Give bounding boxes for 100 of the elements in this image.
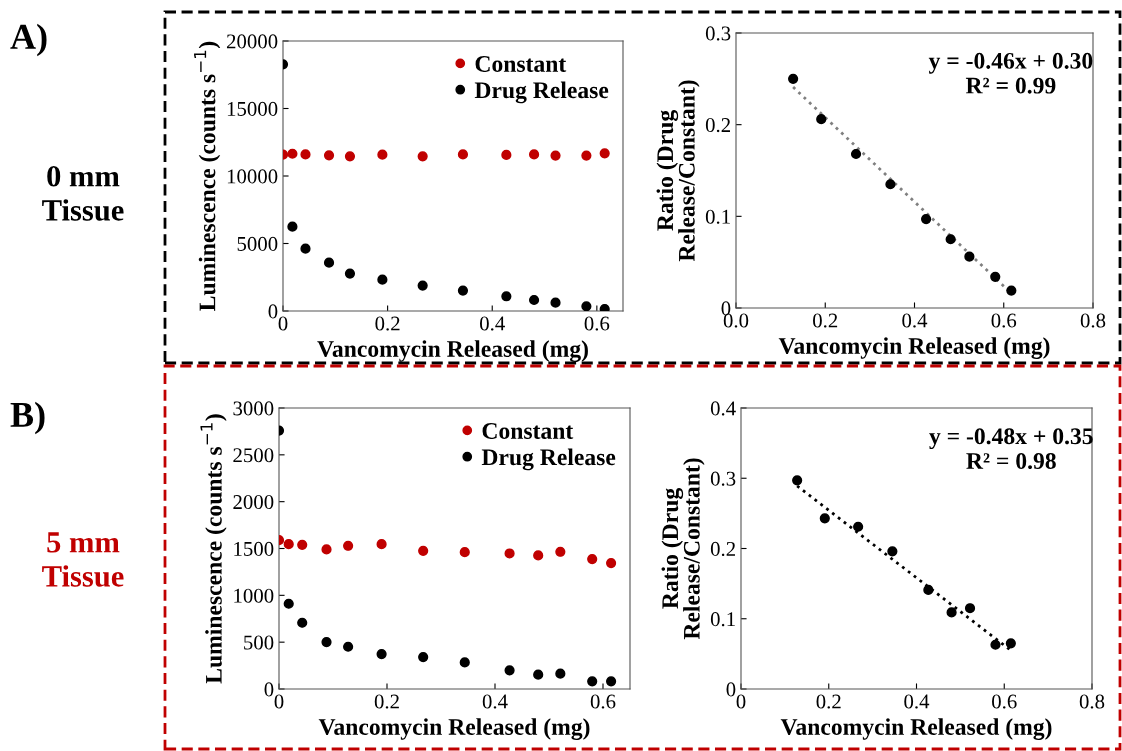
y-tick-label: 0.1 <box>705 209 730 224</box>
point <box>581 301 592 311</box>
x-tick-label: 0.2 <box>374 694 399 709</box>
point <box>587 553 598 565</box>
point <box>344 151 356 162</box>
point <box>504 548 515 559</box>
legend-label: Drug Release <box>474 81 609 104</box>
legend-label: Constant <box>482 423 574 439</box>
y-tick-label: 15000 <box>227 101 278 116</box>
point <box>323 150 335 161</box>
point <box>853 521 864 532</box>
x-tick-label: 0.4 <box>482 694 508 709</box>
point <box>377 274 388 285</box>
y-axis-title: Luminescence (counts s$^{−1}$) <box>194 41 221 311</box>
text: B) <box>10 401 45 435</box>
y-tick-label: 20000 <box>226 34 278 49</box>
point <box>606 676 617 687</box>
y-tick-label: 0.4 <box>710 401 736 416</box>
point <box>376 539 387 550</box>
point <box>283 598 294 609</box>
point <box>323 257 335 268</box>
y-tick-label: 10000 <box>227 169 278 184</box>
x-tick-label: 0 <box>278 316 288 331</box>
point <box>885 179 896 190</box>
point <box>504 665 515 676</box>
y-tick-label: 0 <box>264 682 274 697</box>
point <box>418 651 429 663</box>
y-tick-label: 0.2 <box>710 541 735 557</box>
point <box>287 221 298 232</box>
y-tick-label: 3000 <box>233 401 274 416</box>
text: 5 mm Tissue <box>42 532 124 587</box>
x-tick-label: 0.8 <box>1080 313 1106 328</box>
point <box>459 657 470 668</box>
legend-label: Drug Release <box>481 448 616 471</box>
point <box>555 668 566 679</box>
point <box>581 150 592 161</box>
point <box>321 544 332 555</box>
point <box>376 648 387 660</box>
y-tick-label: 1500 <box>234 541 274 556</box>
point <box>788 73 799 84</box>
point <box>377 149 388 160</box>
y-tick-label: 0.3 <box>705 26 731 41</box>
x-tick-label: 0.6 <box>992 694 1017 709</box>
y-tick-label: 0.2 <box>705 118 730 133</box>
point <box>946 607 957 618</box>
point <box>887 546 898 557</box>
y-axis-title: Luminescence (counts s$^{−1}$) <box>200 414 227 684</box>
point <box>297 539 308 550</box>
x-tick-label: 0.2 <box>813 313 838 328</box>
y-axis-title: Ratio (Drug Release/Constant) <box>661 458 705 640</box>
y-tick-label: 500 <box>244 635 274 650</box>
x-tick-label: 0.6 <box>991 313 1017 328</box>
x-tick-label: 0.4 <box>904 694 930 709</box>
point <box>418 545 429 556</box>
point <box>923 584 934 596</box>
point <box>283 539 294 550</box>
point <box>599 148 610 159</box>
y-tick-label: 5000 <box>237 236 278 251</box>
point <box>343 641 354 652</box>
point <box>533 550 544 561</box>
legend-label: Constant <box>475 56 567 72</box>
y-axis-title: Ratio (Drug Release/Constant) <box>656 80 700 262</box>
text: 0 mm Tissue <box>42 165 124 221</box>
y-tick-label: 0.3 <box>710 471 736 486</box>
y-tick-label: 0 <box>726 682 736 697</box>
x-tick-label: 0.4 <box>480 316 505 331</box>
point <box>606 558 617 569</box>
x-tick-label: 0 <box>736 694 746 709</box>
point <box>819 513 830 524</box>
y-tick-label: 2000 <box>233 495 274 510</box>
point <box>792 475 803 486</box>
x-axis-title: Vancomycin Released (mg) <box>318 718 590 740</box>
point <box>533 669 544 680</box>
point <box>599 303 610 311</box>
point <box>945 234 956 245</box>
point <box>921 213 932 225</box>
point <box>501 149 512 161</box>
text: A) <box>10 23 47 57</box>
point <box>550 297 561 308</box>
point <box>297 617 308 628</box>
point <box>990 271 1001 282</box>
point <box>816 114 827 125</box>
point <box>417 151 428 162</box>
x-tick-label: 0.2 <box>375 316 400 331</box>
point <box>1006 285 1017 296</box>
x-axis-title: Vancomycin Released (mg) <box>317 340 588 362</box>
point <box>964 603 976 614</box>
y-tick-label: 0.1 <box>710 612 735 627</box>
x-tick-label: 0.6 <box>590 694 616 709</box>
point <box>528 294 540 306</box>
point <box>343 540 354 551</box>
x-tick-label: 0.6 <box>584 316 610 331</box>
point <box>344 268 356 279</box>
point <box>457 285 469 296</box>
x-tick-label: 0.8 <box>1079 694 1105 709</box>
point <box>850 148 862 160</box>
point <box>457 149 469 160</box>
annotation: y = -0.46x + 0.30 R² = 0.99 <box>928 52 1093 94</box>
point <box>964 251 975 262</box>
y-tick-label: 1000 <box>234 588 274 603</box>
